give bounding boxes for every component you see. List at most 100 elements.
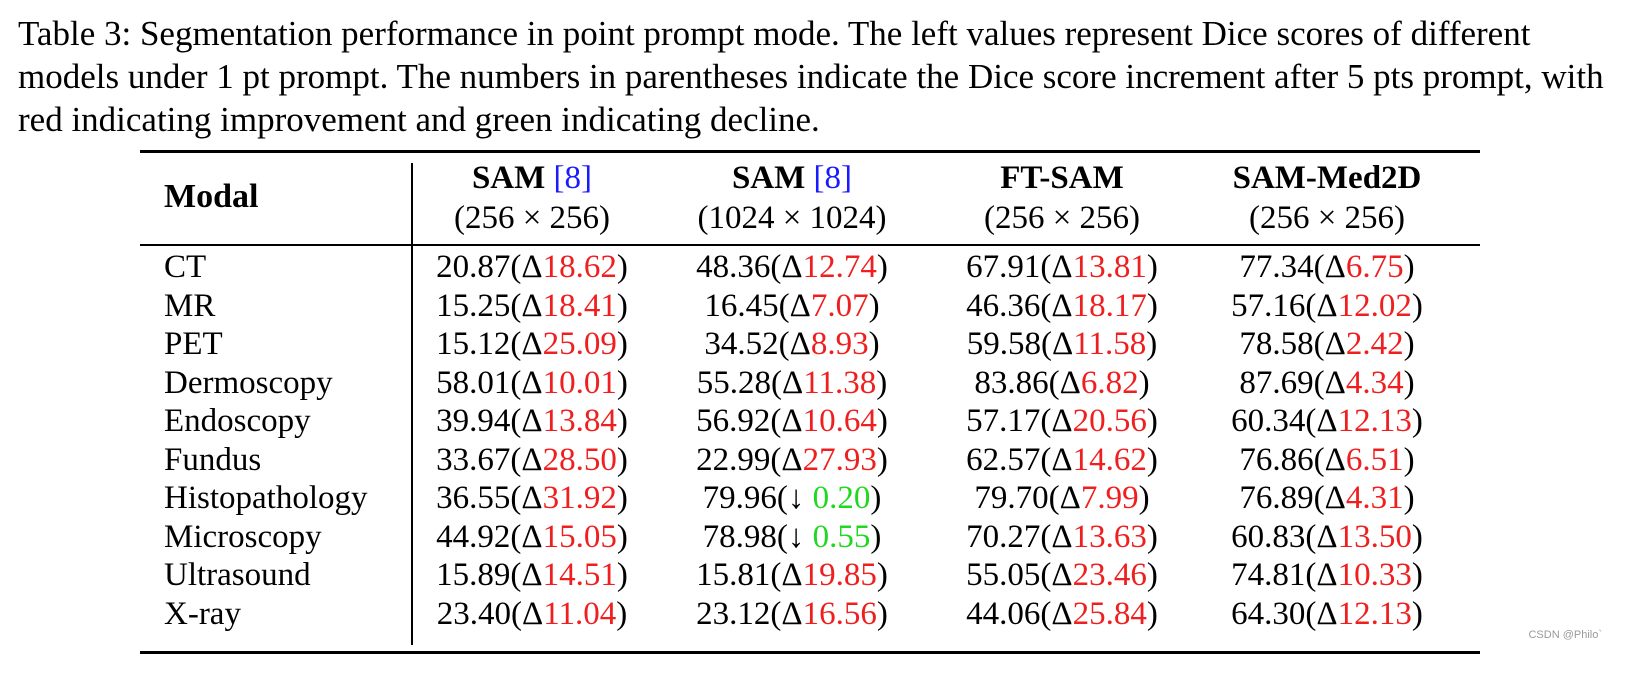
score-cell: 60.83(Δ13.50) <box>1231 518 1423 555</box>
dice-increment: 6.75 <box>1345 249 1404 285</box>
column-header-resolution: (256 × 256) <box>983 200 1141 236</box>
score-cell: 77.34(Δ6.75) <box>1239 249 1415 285</box>
dice-increment: 4.31 <box>1345 480 1404 516</box>
score-cell: 64.30(Δ12.13) <box>1231 595 1423 632</box>
score-cell: 76.89(Δ4.31) <box>1239 480 1415 516</box>
delta-symbol: Δ <box>1059 480 1081 516</box>
column-header-name: SAM-Med2D <box>1232 160 1422 196</box>
dice-increment: 27.93 <box>802 441 877 478</box>
score-cell: 55.05(Δ23.46) <box>966 557 1158 593</box>
table-row: Histopathology 36.55(Δ31.92) 79.96(↓ 0.20)… <box>140 479 1480 518</box>
delta-symbol: Δ <box>521 441 543 478</box>
delta-symbol: Δ <box>1316 287 1338 324</box>
dice-increment: 20.56 <box>1072 403 1147 439</box>
dice-increment: 12.13 <box>1337 595 1412 632</box>
score-cell: 59.58(Δ11.58) <box>966 326 1158 362</box>
dice-increment: 10.33 <box>1337 557 1412 593</box>
dice-score: 20.87 <box>436 249 511 285</box>
column-header-name: SAM <box>471 160 546 196</box>
dice-increment: 15.05 <box>542 518 617 555</box>
table-top-rule <box>140 150 1480 153</box>
dice-increment: 7.07 <box>810 287 869 324</box>
dice-increment: 6.51 <box>1345 441 1404 478</box>
dice-score: 55.05 <box>966 557 1041 593</box>
dice-score: 79.96 <box>702 480 777 516</box>
dice-score: 48.36 <box>696 249 771 285</box>
dice-score: 23.12 <box>696 595 771 632</box>
score-cell: 78.58(Δ2.42) <box>1239 326 1415 362</box>
delta-symbol: Δ <box>789 326 811 362</box>
dice-score: 39.94 <box>436 403 511 439</box>
dice-score: 70.27 <box>966 518 1041 555</box>
delta-symbol: Δ <box>1051 441 1073 478</box>
dice-score: 60.34 <box>1231 403 1306 439</box>
score-cell: 23.40(Δ11.04) <box>436 595 628 632</box>
dice-increment: 11.38 <box>803 364 877 401</box>
dice-increment: 13.84 <box>542 403 617 439</box>
dice-increment: 19.85 <box>802 557 877 593</box>
column-header-sam-med2d: SAM-Med2D (256 × 256) <box>1192 158 1462 238</box>
dice-score: 58.01 <box>436 364 511 401</box>
dice-score: 59.58 <box>966 326 1041 362</box>
dice-increment: 12.13 <box>1337 403 1412 439</box>
dice-score: 62.57 <box>966 441 1041 478</box>
dice-score: 46.36 <box>966 287 1041 324</box>
column-header-name: FT-SAM <box>1000 160 1124 196</box>
modal-label: Microscopy <box>164 518 322 555</box>
column-header-name: SAM <box>731 160 806 196</box>
dice-increment: 18.41 <box>542 287 617 324</box>
modal-label: X-ray <box>164 595 241 632</box>
score-cell: 20.87(Δ18.62) <box>436 249 628 285</box>
dice-score: 33.67 <box>436 441 511 478</box>
citation-link[interactable]: [8] <box>553 160 593 196</box>
score-cell: 78.98(↓ 0.55) <box>702 518 882 555</box>
column-header-sam-256: SAM [8] (256 × 256) <box>412 158 652 238</box>
dice-increment: 6.82 <box>1080 364 1139 401</box>
score-cell: 44.06(Δ25.84) <box>966 595 1158 632</box>
score-cell: 36.55(Δ31.92) <box>436 480 628 516</box>
delta-symbol: Δ <box>521 557 543 593</box>
score-cell: 57.17(Δ20.56) <box>966 403 1158 439</box>
score-cell: 58.01(Δ10.01) <box>436 364 628 401</box>
score-cell: 22.99(Δ27.93) <box>696 441 888 478</box>
citation-link[interactable]: [8] <box>813 160 853 196</box>
score-cell: 87.69(Δ4.34) <box>1239 364 1415 401</box>
dice-score: 44.92 <box>436 518 511 555</box>
delta-symbol: Δ <box>1324 441 1346 478</box>
table-row: Ultrasound 15.89(Δ14.51) 15.81(Δ19.85) 55.0… <box>140 556 1480 595</box>
delta-symbol: Δ <box>1051 403 1073 439</box>
score-cell: 46.36(Δ18.17) <box>966 287 1158 324</box>
delta-symbol: Δ <box>1324 326 1346 362</box>
delta-symbol: Δ <box>1051 595 1073 632</box>
delta-symbol: Δ <box>1051 557 1073 593</box>
dice-score: 15.25 <box>436 287 511 324</box>
dice-increment: 28.50 <box>542 441 617 478</box>
score-cell: 55.28(Δ11.38) <box>696 364 888 401</box>
delta-symbol: Δ <box>1051 518 1073 555</box>
delta-symbol: Δ <box>781 595 803 632</box>
dice-score: 64.30 <box>1231 595 1306 632</box>
delta-symbol: Δ <box>1324 249 1346 285</box>
score-cell: 34.52(Δ8.93) <box>704 326 880 362</box>
dice-increment: 25.84 <box>1072 595 1147 632</box>
modal-label: Endoscopy <box>164 403 311 439</box>
dice-increment: 16.56 <box>802 595 877 632</box>
score-cell: 15.81(Δ19.85) <box>696 557 888 593</box>
column-header-ft-sam: FT-SAM (256 × 256) <box>932 158 1192 238</box>
score-cell: 67.91(Δ13.81) <box>966 249 1158 285</box>
down-arrow-icon: ↓ <box>787 480 813 516</box>
score-cell: 33.67(Δ28.50) <box>436 441 628 478</box>
delta-symbol: Δ <box>1051 287 1073 324</box>
dice-score: 15.12 <box>436 326 511 362</box>
score-cell: 57.16(Δ12.02) <box>1231 287 1423 324</box>
score-cell: 70.27(Δ13.63) <box>966 518 1158 555</box>
dice-score: 87.69 <box>1239 364 1314 401</box>
dice-score: 34.52 <box>704 326 779 362</box>
dice-score: 57.16 <box>1231 287 1306 324</box>
delta-symbol: Δ <box>1059 364 1081 401</box>
dice-score: 78.58 <box>1239 326 1314 362</box>
dice-score: 83.86 <box>974 364 1049 401</box>
table-row: Endoscopy 39.94(Δ13.84) 56.92(Δ10.64) 57.17… <box>140 402 1480 441</box>
delta-symbol: Δ <box>521 480 543 516</box>
dice-increment: 4.34 <box>1345 364 1404 401</box>
